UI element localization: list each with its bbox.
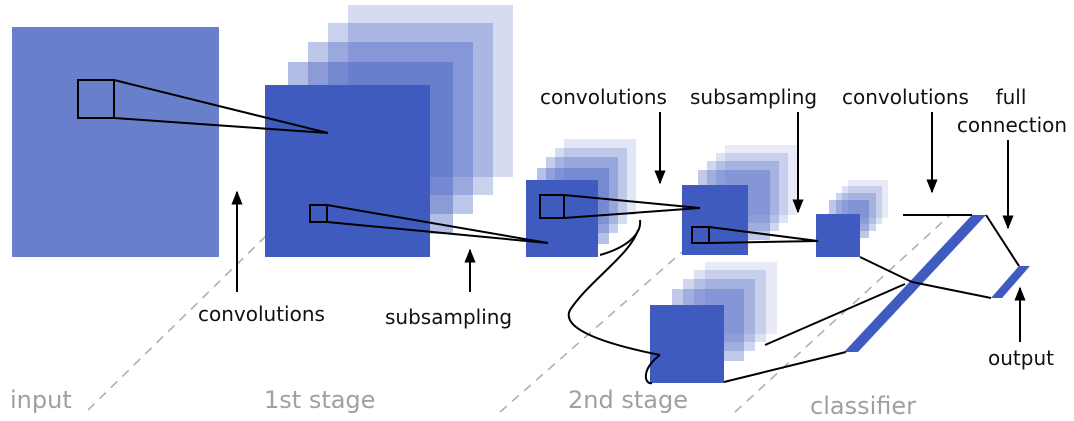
separator-input-stage1 [87,231,271,411]
classifier-map-front [816,214,860,257]
input-receptive-field [77,79,115,119]
label-convolutions-1: convolutions [198,302,325,326]
label-full-connection-line2: connection [956,113,1068,137]
separator-stage2-classifier [734,214,951,413]
stage-label-input: input [10,386,72,414]
label-convolutions-3: convolutions [842,85,969,109]
label-full-connection-line1: full [995,85,1027,109]
separator-stage1-stage2 [499,244,691,413]
input-image [12,27,219,257]
output-layer [991,266,1030,298]
stage2-conv-maps [526,139,636,257]
stage1-subsample-window [309,204,328,223]
receptive-field-projections [77,79,819,244]
stage2-receptive-field [539,194,565,219]
stage2-subsample-window [691,226,710,244]
annotation-arrows [231,112,1026,342]
label-output: output [988,346,1054,370]
stage2-subsample-maps [682,145,797,255]
lower-feature-maps [650,262,777,383]
lower-map-front [650,305,724,383]
label-subsampling-2: subsampling [690,85,818,109]
stage-separators [87,214,951,413]
classifier-conv-maps [816,180,888,257]
stage-label-2nd-stage: 2nd stage [568,386,688,414]
classifier-connections [567,214,1020,385]
stage-label-1st-stage: 1st stage [264,386,376,414]
stage1-map-front [265,85,430,257]
stage2-subsample-front [682,185,748,255]
label-subsampling-1: subsampling [385,305,513,329]
label-convolutions-2: convolutions [540,85,667,109]
stage-label-classifier: classifier [810,392,916,420]
